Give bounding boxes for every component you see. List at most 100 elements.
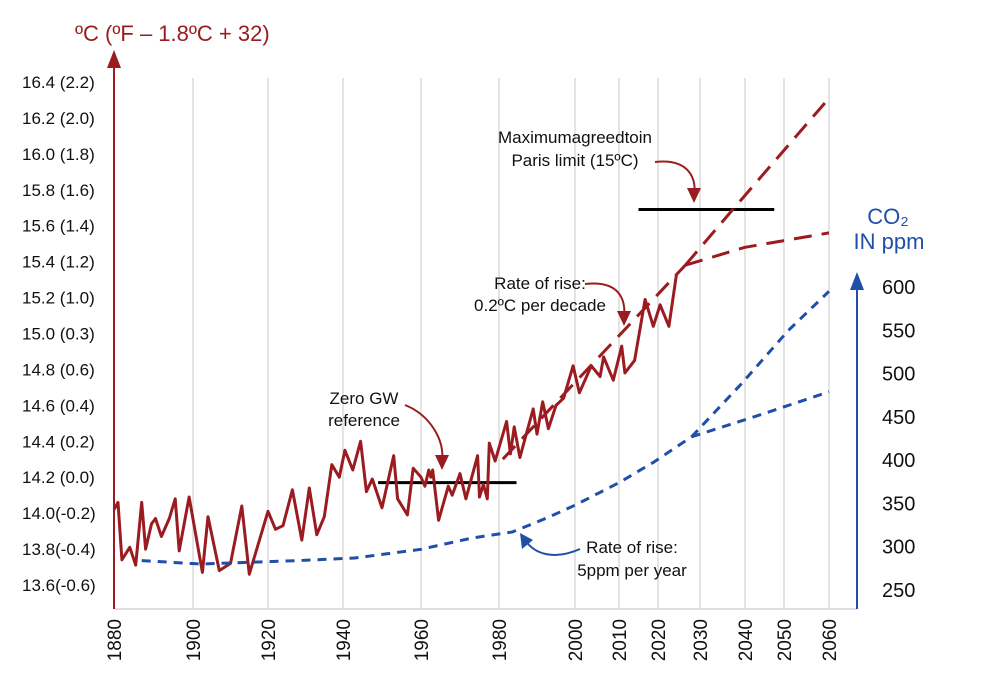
temperature-observed-point: [150, 522, 153, 525]
temp-rate-annotation-text: Rate of rise:: [494, 274, 586, 293]
temperature-observed-point: [464, 497, 467, 500]
temperature-observed-point: [201, 571, 204, 574]
temperature-observed-point: [494, 460, 497, 463]
temperature-observed-point: [343, 449, 346, 452]
left-axis-arrow-icon: [107, 50, 121, 68]
left-tick-label: 15.2 (1.0): [22, 289, 95, 308]
temperature-projection-high-point: [731, 208, 734, 211]
co2-rate-annotation-text: 5ppm per year: [577, 561, 687, 580]
temperature-trend-line: [501, 264, 687, 461]
temperature-observed-point: [338, 476, 341, 479]
right-tick-label: 600: [882, 277, 915, 299]
right-tick-label: 350: [882, 493, 915, 515]
x-tick-label: 1900: [184, 619, 205, 661]
temperature-observed-point: [274, 528, 277, 531]
x-tick-label: 1980: [490, 619, 511, 661]
temperature-observed-point: [308, 486, 311, 489]
temperature-observed-point: [392, 454, 395, 457]
left-tick-label: 14.8 (0.6): [22, 360, 95, 379]
right-axis-arrow-icon: [850, 272, 864, 290]
x-tick-label: 2060: [820, 619, 841, 661]
temperature-observed-point: [330, 463, 333, 466]
temperature-observed-point: [532, 407, 535, 410]
temperature-observed-point: [365, 490, 368, 493]
co2-projection-low-line: [691, 390, 830, 439]
temperature-observed-point: [282, 524, 285, 527]
temperature-observed-point: [451, 494, 454, 497]
right-tick-label: 400: [882, 450, 915, 472]
temperature-observed-point: [359, 440, 362, 443]
left-tick-label: 15.4 (1.2): [22, 253, 95, 272]
co2-observed-point: [470, 537, 473, 540]
co2-observed-line: [141, 435, 693, 566]
left-tick-label: 15.6 (1.4): [22, 217, 95, 236]
left-tick-label: 16.0 (1.8): [22, 145, 95, 164]
x-tick-label: 2010: [610, 619, 631, 661]
temperature-observed-point: [476, 454, 479, 457]
co2-projection-high-point: [787, 329, 790, 332]
zero-gw-arrowhead-icon: [435, 455, 449, 470]
co2-projection-low-point: [758, 414, 761, 417]
temperature-observed-point: [240, 504, 243, 507]
left-tick-label: 14.6 (0.4): [22, 396, 95, 415]
co2-observed-point: [653, 460, 656, 463]
temperature-observed-point: [267, 510, 270, 513]
temperature-trend-point: [501, 458, 504, 461]
temperature-observed-point: [178, 549, 181, 552]
temperature-observed-point: [431, 469, 434, 472]
co2-projection-low-point: [690, 435, 693, 438]
temperature-observed-point: [505, 420, 508, 423]
temperature-observed-point: [429, 476, 432, 479]
temperature-observed-point: [113, 508, 116, 511]
zero-gw-annotation-text: Zero GW: [330, 389, 399, 408]
co2-projection-high-point: [828, 290, 831, 293]
left-tick-label: 13.8(-0.4): [22, 540, 96, 559]
temperature-observed-point: [478, 495, 481, 498]
temperature-observed-point: [315, 533, 318, 536]
temperature-observed-point: [667, 325, 670, 328]
right-tick-label: 300: [882, 537, 915, 559]
temperature-projection-high-line: [684, 97, 831, 267]
co2-observed-point: [511, 530, 514, 533]
left-tick-label: 15.8 (1.6): [22, 181, 95, 200]
temperature-observed-point: [518, 456, 521, 459]
temperature-observed-point: [116, 501, 119, 504]
temperature-observed-point: [602, 355, 605, 358]
zero-gw-annotation-arrow: [404, 404, 444, 463]
temp-rate-arrowhead-icon: [617, 311, 631, 326]
temperature-observed-point: [134, 564, 137, 567]
right-axis-unit: IN ppm: [854, 229, 925, 254]
temperature-observed-point: [168, 517, 171, 520]
temperature-observed-point: [381, 506, 384, 509]
left-tick-label: 16.4 (2.2): [22, 73, 95, 92]
left-tick-label: 13.6(-0.6): [22, 576, 96, 595]
temp-rate-annotation-text: 0.2ºC per decade: [474, 296, 606, 315]
x-tick-label: 1920: [259, 619, 280, 661]
x-tick-label: 2020: [649, 619, 670, 661]
paris-limit-annotation-text: Paris limit (15ºC): [511, 151, 638, 170]
co2-observed-point: [297, 559, 300, 562]
temperature-observed-point: [423, 485, 426, 488]
x-tick-label: 2050: [775, 619, 796, 661]
temperature-observed-point: [144, 548, 147, 551]
x-tick-label: 2040: [736, 619, 757, 661]
x-tick-label: 1960: [412, 619, 433, 661]
left-tick-label: 14.0(-0.2): [22, 504, 96, 523]
temperature-observed-point: [351, 469, 354, 472]
temperature-observed-point: [207, 515, 210, 518]
temperature-observed-point: [599, 375, 602, 378]
paris-limit-arrowhead-icon: [687, 188, 701, 203]
co2-observed-point: [574, 504, 577, 507]
left-tick-label: 14.2 (0.0): [22, 468, 95, 487]
temperature-projection-low-point: [684, 264, 687, 267]
temperature-projection-low-line: [684, 231, 830, 267]
temperature-observed-point: [396, 497, 399, 500]
temperature-observed-point: [406, 513, 409, 516]
right-tick-label: 550: [882, 320, 915, 342]
temperature-observed-point: [659, 303, 662, 306]
temperature-observed-point: [459, 472, 462, 475]
right-tick-label: 500: [882, 364, 915, 386]
temperature-observed-point: [371, 478, 374, 481]
temperature-observed-point: [572, 364, 575, 367]
